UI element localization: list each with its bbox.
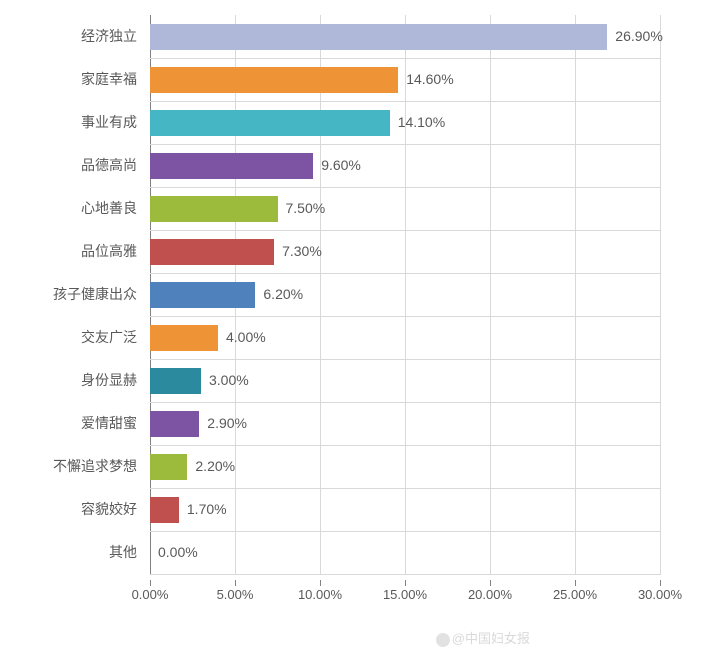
value-label: 26.90% xyxy=(615,15,662,58)
bar-row: 家庭幸福 14.60% xyxy=(30,58,680,101)
bar-row: 经济独立 26.90% xyxy=(30,15,680,58)
category-label: 事业有成 xyxy=(30,101,145,144)
category-label: 心地善良 xyxy=(30,187,145,230)
value-label: 1.70% xyxy=(187,488,227,531)
x-tick xyxy=(150,580,151,586)
x-axis-label: 5.00% xyxy=(217,587,254,602)
h-gridline xyxy=(150,574,660,575)
category-label: 经济独立 xyxy=(30,15,145,58)
x-tick xyxy=(575,580,576,586)
bar xyxy=(150,153,313,179)
watermark-text: @中国妇女报 xyxy=(452,631,530,646)
value-label: 6.20% xyxy=(263,273,303,316)
x-tick xyxy=(490,580,491,586)
x-axis-label: 20.00% xyxy=(468,587,512,602)
x-tick xyxy=(660,580,661,586)
bar-row: 容貌姣好 1.70% xyxy=(30,488,680,531)
bar xyxy=(150,196,278,222)
x-tick xyxy=(235,580,236,586)
bar-row: 其他 0.00% xyxy=(30,531,680,574)
category-label: 家庭幸福 xyxy=(30,58,145,101)
value-label: 14.60% xyxy=(406,58,453,101)
value-label: 7.50% xyxy=(286,187,326,230)
category-label: 交友广泛 xyxy=(30,316,145,359)
category-label: 身份显赫 xyxy=(30,359,145,402)
bar xyxy=(150,110,390,136)
bar xyxy=(150,497,179,523)
watermark: @中国妇女报 xyxy=(436,628,530,647)
value-label: 0.00% xyxy=(158,531,198,574)
value-label: 9.60% xyxy=(321,144,361,187)
value-label: 7.30% xyxy=(282,230,322,273)
bar-row: 事业有成 14.10% xyxy=(30,101,680,144)
bar-row: 身份显赫 3.00% xyxy=(30,359,680,402)
bar xyxy=(150,67,398,93)
x-tick xyxy=(320,580,321,586)
bar xyxy=(150,282,255,308)
category-label: 不懈追求梦想 xyxy=(30,445,145,488)
bar xyxy=(150,24,607,50)
value-label: 14.10% xyxy=(398,101,445,144)
weibo-icon xyxy=(436,633,450,647)
category-label: 爱情甜蜜 xyxy=(30,402,145,445)
x-axis-label: 15.00% xyxy=(383,587,427,602)
category-label: 容貌姣好 xyxy=(30,488,145,531)
value-label: 3.00% xyxy=(209,359,249,402)
category-label: 孩子健康出众 xyxy=(30,273,145,316)
value-label: 2.90% xyxy=(207,402,247,445)
x-axis-label: 25.00% xyxy=(553,587,597,602)
bar-row: 爱情甜蜜 2.90% xyxy=(30,402,680,445)
value-label: 2.20% xyxy=(195,445,235,488)
bar xyxy=(150,454,187,480)
category-label: 品德高尚 xyxy=(30,144,145,187)
bar-row: 不懈追求梦想 2.20% xyxy=(30,445,680,488)
value-label: 4.00% xyxy=(226,316,266,359)
x-tick xyxy=(405,580,406,586)
bar-row: 交友广泛 4.00% xyxy=(30,316,680,359)
bar-chart: 0.00% 5.00% 10.00% 15.00% 20.00% 25.00% 30.00%… xyxy=(30,15,680,615)
bar-row: 品德高尚 9.60% xyxy=(30,144,680,187)
category-label: 品位高雅 xyxy=(30,230,145,273)
x-axis-label: 0.00% xyxy=(132,587,169,602)
bar xyxy=(150,368,201,394)
bar xyxy=(150,239,274,265)
x-axis-label: 10.00% xyxy=(298,587,342,602)
bar-row: 品位高雅 7.30% xyxy=(30,230,680,273)
bar-row: 心地善良 7.50% xyxy=(30,187,680,230)
x-axis-label: 30.00% xyxy=(638,587,682,602)
bar xyxy=(150,325,218,351)
category-label: 其他 xyxy=(30,531,145,574)
bar xyxy=(150,411,199,437)
bar-row: 孩子健康出众 6.20% xyxy=(30,273,680,316)
